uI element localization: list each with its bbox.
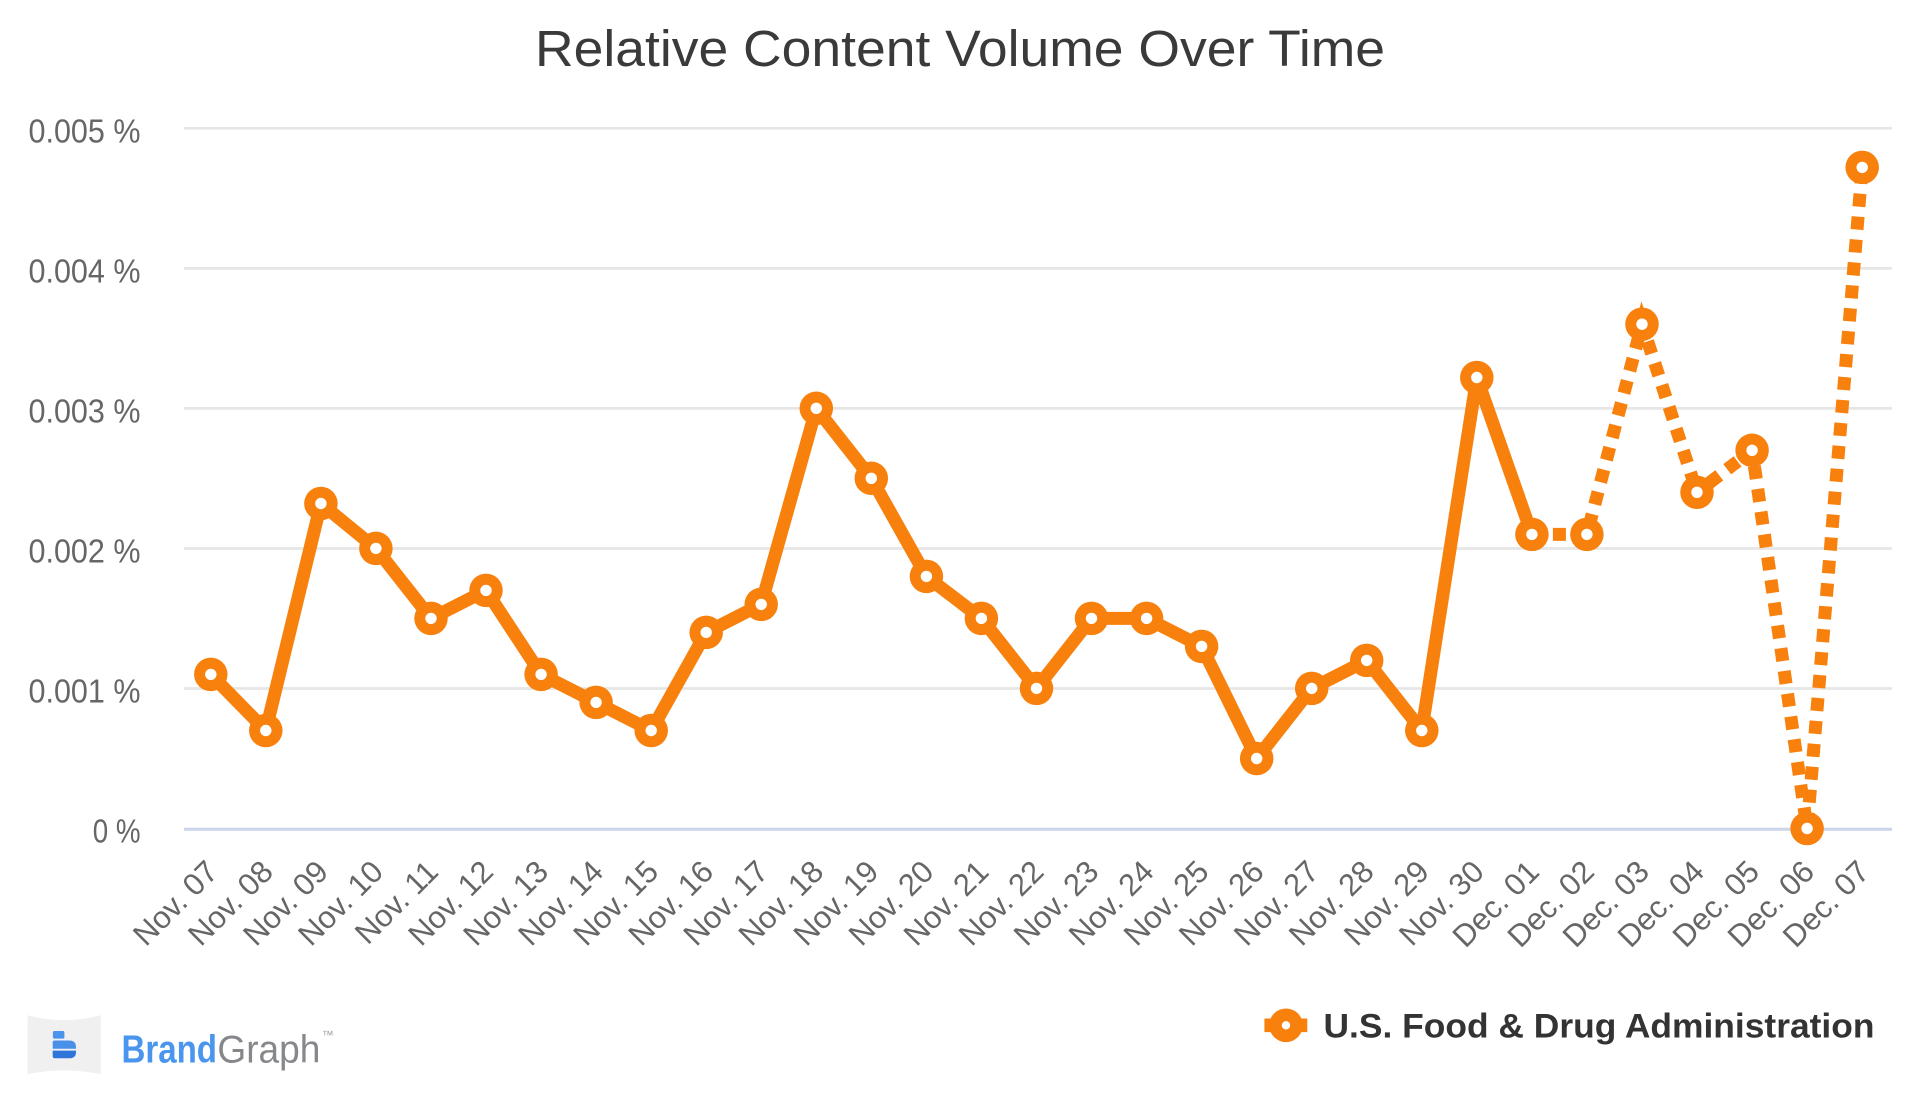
svg-text:0 %: 0 % <box>93 813 141 850</box>
svg-text:Relative Content Volume Over T: Relative Content Volume Over Time <box>535 20 1385 77</box>
svg-text:0.005 %: 0.005 % <box>29 112 141 149</box>
svg-text:U.S. Food & Drug Administratio: U.S. Food & Drug Administration <box>1324 1007 1875 1045</box>
svg-text:0.004 %: 0.004 % <box>29 252 141 289</box>
svg-text:Graph: Graph <box>217 1029 320 1072</box>
svg-text:0.001 %: 0.001 % <box>29 673 141 710</box>
svg-text:0.002 %: 0.002 % <box>29 533 141 570</box>
svg-text:0.003 %: 0.003 % <box>29 392 141 429</box>
svg-text:Brand: Brand <box>122 1029 218 1072</box>
svg-text:™: ™ <box>322 1028 334 1042</box>
